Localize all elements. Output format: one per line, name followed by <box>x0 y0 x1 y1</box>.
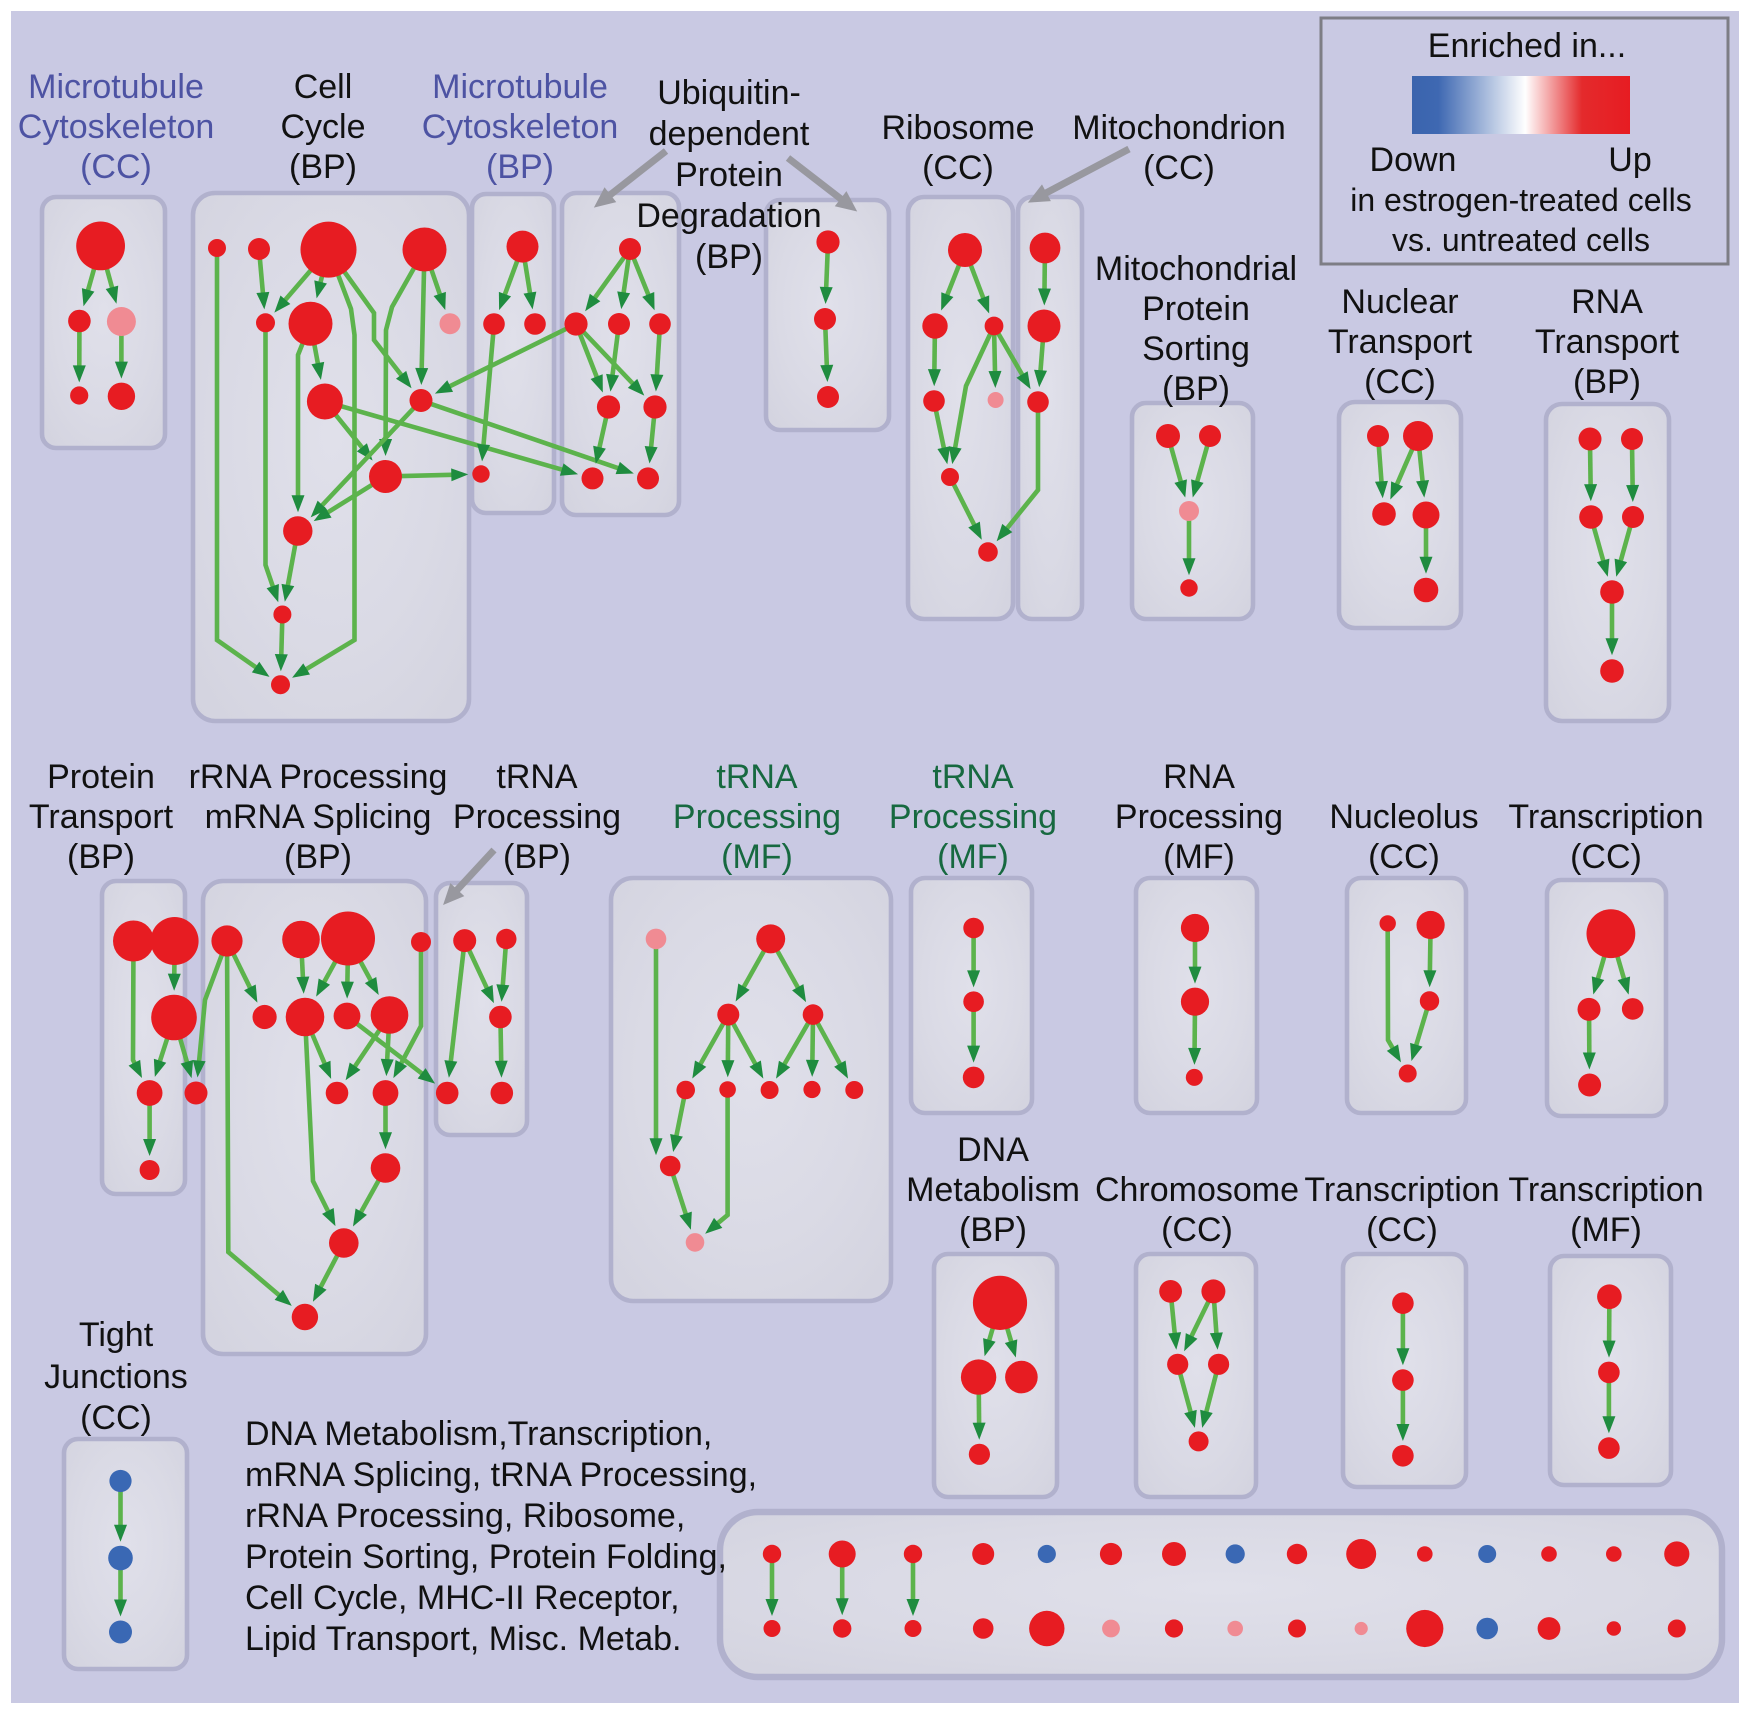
svg-text:Transcription: Transcription <box>1304 1171 1499 1209</box>
svg-text:Protein Sorting, Protein Foldi: Protein Sorting, Protein Folding, <box>245 1538 727 1576</box>
svg-text:Enriched in...: Enriched in... <box>1428 27 1626 65</box>
svg-text:rRNA Processing: rRNA Processing <box>189 758 448 796</box>
svg-text:(MF): (MF) <box>1163 838 1235 876</box>
svg-text:Mitochondrial: Mitochondrial <box>1095 250 1297 288</box>
svg-text:tRNA: tRNA <box>932 758 1014 796</box>
svg-text:vs. untreated cells: vs. untreated cells <box>1392 222 1650 258</box>
svg-text:(BP): (BP) <box>284 838 352 876</box>
svg-text:rRNA Processing, Ribosome,: rRNA Processing, Ribosome, <box>245 1497 685 1535</box>
svg-text:Cytoskeleton: Cytoskeleton <box>18 108 215 146</box>
svg-text:(BP): (BP) <box>1162 370 1230 408</box>
svg-text:tRNA: tRNA <box>716 758 798 796</box>
svg-text:Up: Up <box>1608 141 1651 179</box>
svg-text:Nuclear: Nuclear <box>1341 283 1458 321</box>
svg-text:(BP): (BP) <box>503 838 571 876</box>
svg-text:Metabolism: Metabolism <box>906 1171 1080 1209</box>
svg-text:in estrogen-treated cells: in estrogen-treated cells <box>1350 182 1692 218</box>
svg-text:Processing: Processing <box>453 798 621 836</box>
svg-text:(MF): (MF) <box>721 838 793 876</box>
svg-text:(CC): (CC) <box>1368 838 1440 876</box>
svg-text:(CC): (CC) <box>922 149 994 187</box>
svg-text:Sorting: Sorting <box>1142 330 1250 368</box>
svg-text:Lipid Transport, Misc. Metab.: Lipid Transport, Misc. Metab. <box>245 1620 682 1658</box>
svg-text:tRNA: tRNA <box>496 758 578 796</box>
svg-text:Ribosome: Ribosome <box>881 109 1034 147</box>
svg-text:Processing: Processing <box>673 798 841 836</box>
svg-text:Protein: Protein <box>47 758 155 796</box>
svg-text:mRNA Splicing, tRNA Processing: mRNA Splicing, tRNA Processing, <box>245 1456 757 1494</box>
svg-text:Microtubule: Microtubule <box>432 68 608 106</box>
svg-text:Transport: Transport <box>1535 323 1680 361</box>
svg-text:DNA: DNA <box>957 1131 1029 1169</box>
svg-text:(BP): (BP) <box>959 1211 1027 1249</box>
svg-text:Protein: Protein <box>675 156 783 194</box>
svg-text:Cell: Cell <box>294 68 353 106</box>
svg-text:Transport: Transport <box>1328 323 1473 361</box>
svg-text:(CC): (CC) <box>1161 1211 1233 1249</box>
svg-text:(BP): (BP) <box>1573 363 1641 401</box>
svg-text:Processing: Processing <box>1115 798 1283 836</box>
svg-text:Down: Down <box>1370 141 1457 179</box>
svg-text:(CC): (CC) <box>1366 1211 1438 1249</box>
svg-text:(CC): (CC) <box>1143 149 1215 187</box>
svg-text:(CC): (CC) <box>1364 363 1436 401</box>
svg-text:Degradation: Degradation <box>636 197 821 235</box>
svg-text:dependent: dependent <box>649 115 810 153</box>
svg-text:(BP): (BP) <box>289 148 357 186</box>
svg-text:Cycle: Cycle <box>280 108 365 146</box>
svg-text:Tight: Tight <box>79 1316 154 1354</box>
svg-text:(MF): (MF) <box>1570 1211 1642 1249</box>
svg-text:RNA: RNA <box>1163 758 1235 796</box>
svg-text:(CC): (CC) <box>1570 838 1642 876</box>
svg-text:mRNA Splicing: mRNA Splicing <box>205 798 432 836</box>
svg-text:DNA Metabolism,Transcription,: DNA Metabolism,Transcription, <box>245 1415 712 1453</box>
svg-text:Ubiquitin-: Ubiquitin- <box>657 74 801 112</box>
svg-text:Nucleolus: Nucleolus <box>1329 798 1478 836</box>
svg-text:RNA: RNA <box>1571 283 1643 321</box>
svg-text:Chromosome: Chromosome <box>1095 1171 1299 1209</box>
svg-text:Transcription: Transcription <box>1508 798 1703 836</box>
svg-text:Junctions: Junctions <box>44 1358 188 1396</box>
svg-text:Cell Cycle, MHC-II Receptor,: Cell Cycle, MHC-II Receptor, <box>245 1579 680 1617</box>
svg-text:Transport: Transport <box>29 798 174 836</box>
svg-text:(CC): (CC) <box>80 148 152 186</box>
svg-text:Transcription: Transcription <box>1508 1171 1703 1209</box>
svg-text:Cytoskeleton: Cytoskeleton <box>422 108 619 146</box>
svg-text:Mitochondrion: Mitochondrion <box>1072 109 1286 147</box>
svg-text:(MF): (MF) <box>937 838 1009 876</box>
svg-text:(BP): (BP) <box>695 238 763 276</box>
svg-text:(CC): (CC) <box>80 1399 152 1437</box>
svg-text:Microtubule: Microtubule <box>28 68 204 106</box>
svg-text:(BP): (BP) <box>67 838 135 876</box>
svg-text:Protein: Protein <box>1142 290 1250 328</box>
svg-text:(BP): (BP) <box>486 148 554 186</box>
svg-text:Processing: Processing <box>889 798 1057 836</box>
